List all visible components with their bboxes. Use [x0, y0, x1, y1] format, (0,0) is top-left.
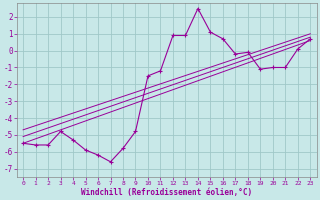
X-axis label: Windchill (Refroidissement éolien,°C): Windchill (Refroidissement éolien,°C)	[81, 188, 252, 197]
